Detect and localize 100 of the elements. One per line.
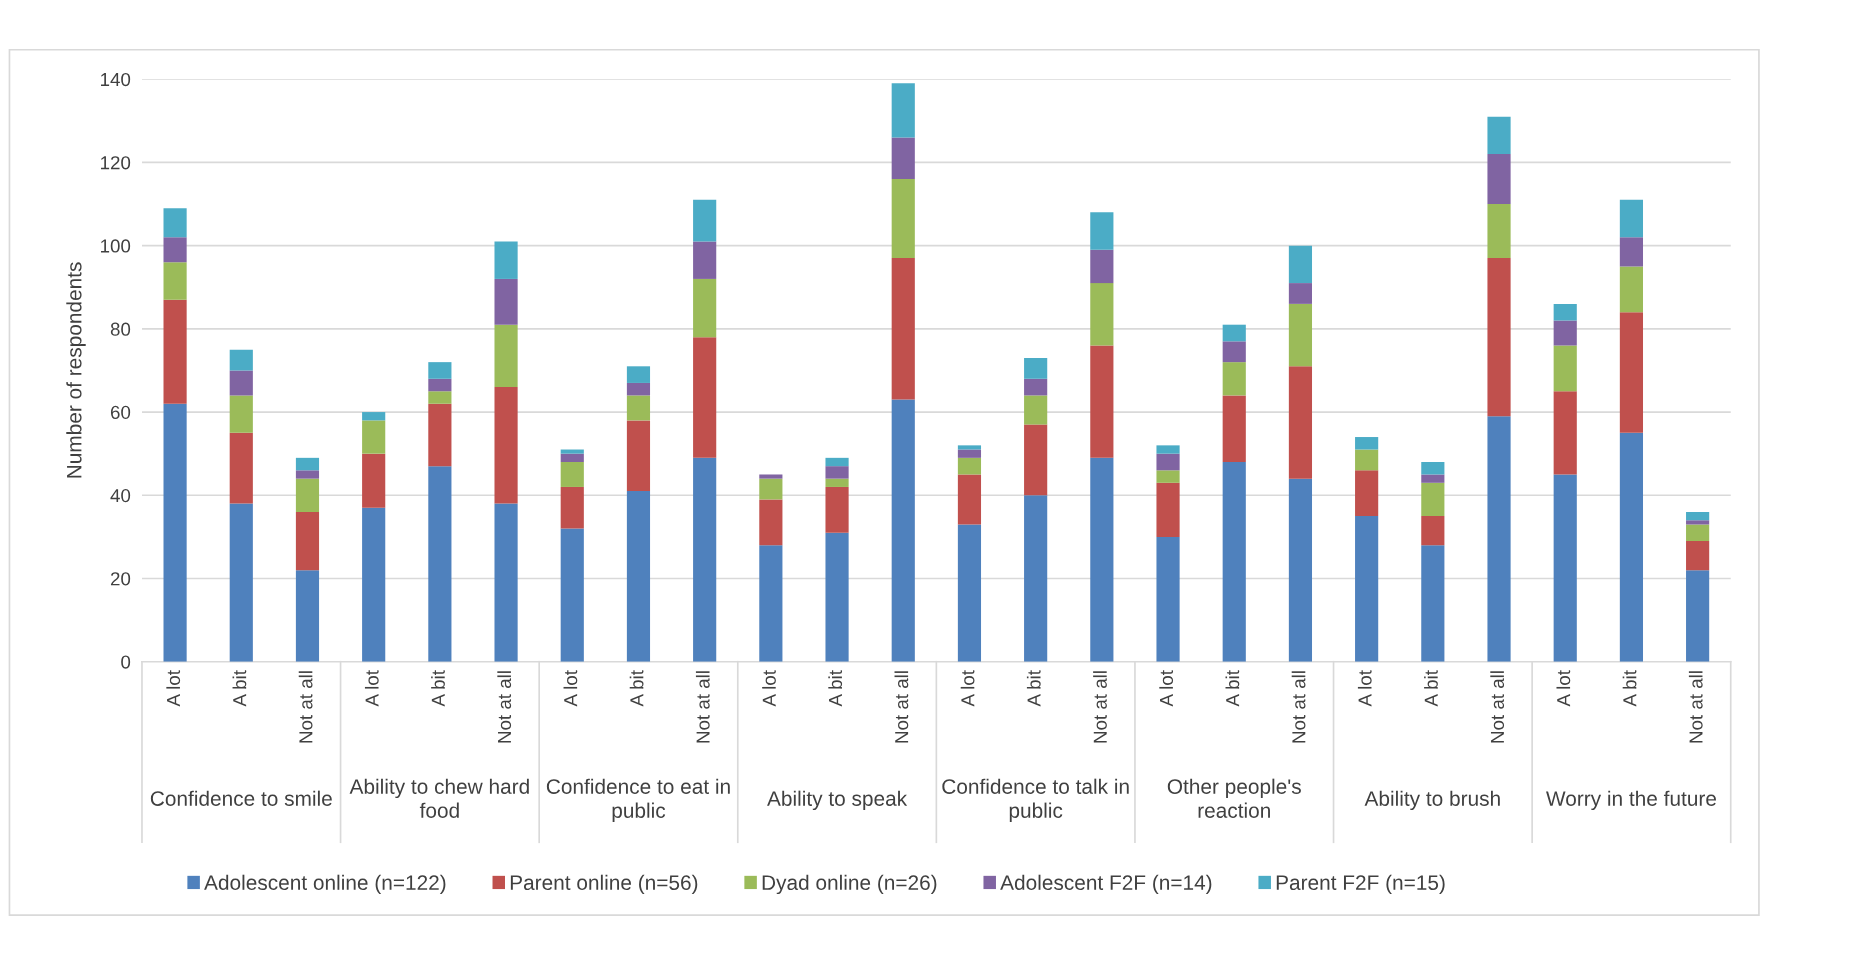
bar [229,349,253,371]
y-tick-label: 20 [110,572,131,586]
bar [1355,449,1379,471]
bar [362,412,386,421]
bar [229,432,253,504]
legend-label: Dyad online (n=26) [762,874,937,895]
text: Confidence to talk in public [942,778,1129,823]
bar [428,378,452,392]
bar [957,474,982,525]
bar [1487,258,1511,417]
bar [1619,199,1644,238]
bar [1686,541,1710,571]
x-tick-label: A bit [232,670,247,707]
bar [1686,570,1710,662]
bar [693,278,717,338]
x-tick-label: Not at all [497,671,512,743]
x-tick-label: A bit [431,670,445,707]
bar [1487,116,1511,155]
bar [229,370,253,396]
x-tick-label: A bit [1424,670,1438,707]
bar [693,241,717,279]
bar [891,399,915,662]
bar [1355,437,1379,450]
bar [693,337,717,458]
bar [1090,249,1114,284]
bar [1355,470,1379,517]
bar [295,457,320,471]
bar [626,366,651,383]
bar [1288,303,1313,367]
bar [759,545,783,662]
x-tick-label: Not at all [695,671,710,743]
x-tick-label: A lot [1357,670,1372,707]
legend-label: Adolescent online (n=122) [204,874,446,895]
bar [1421,545,1445,662]
bar [957,524,982,662]
y-tick-label: 80 [110,322,131,336]
bar [891,137,915,180]
bar [957,449,982,458]
bar [825,478,849,487]
bar [1288,245,1313,284]
bar [1553,391,1577,475]
x-tick-label: A lot [1159,670,1174,707]
x-tick-label: Not at all [298,671,313,743]
bar [626,420,651,492]
bar [1619,432,1644,662]
bar [560,528,584,662]
x-tick-label: A lot [960,670,975,707]
bar [825,457,849,467]
bar [1686,524,1710,542]
x-tick-label: Not at all [1490,671,1505,743]
legend-label: Adolescent F2F (n=14) [1000,874,1212,895]
bar [1090,212,1114,250]
bar [957,457,982,475]
bar [163,262,187,300]
bar [163,208,187,238]
x-tick-label: A bit [828,670,843,707]
x-tick-label: A lot [364,670,379,707]
y-axis-title: Number of respondents [66,262,86,478]
x-tick-label: A lot [762,670,776,707]
text: Worry in the future [1546,790,1716,811]
y-tick-label: 120 [101,156,131,170]
text: Confidence to eat in public [546,778,730,823]
bar [1222,395,1246,462]
bar [957,445,982,450]
bar [560,453,584,462]
bar [1619,266,1644,313]
bar [1222,462,1246,662]
x-tick-label: A bit [629,670,644,707]
bar [1421,482,1445,517]
bar [494,503,518,662]
x-tick-label: Not at all [1688,671,1703,743]
legend-label: Parent online (n=56) [510,874,698,895]
bar [1686,511,1710,521]
bar [494,241,518,279]
y-tick-label: 60 [110,405,131,420]
bar [428,391,452,404]
x-tick-label: Not at all [1093,671,1107,743]
bar [1619,237,1644,267]
y-tick-label: 0 [121,655,131,669]
bar [560,462,584,487]
bar [1156,453,1180,471]
text: Ability to chew hard food [349,778,529,818]
x-tick-label: A lot [563,670,578,707]
x-tick-label: Not at all [894,671,909,743]
bar [1288,478,1313,662]
bar [891,258,915,400]
bar [1156,445,1180,454]
bar [1222,341,1246,363]
bar [229,503,253,662]
x-tick-label: A lot [1556,670,1571,707]
bar [295,470,320,479]
bar [362,507,386,662]
bar [1222,324,1246,342]
bar [163,237,187,263]
bar [1024,395,1048,425]
bar [759,499,783,546]
bar [693,457,717,662]
bar [825,466,849,479]
bar [1553,345,1577,392]
bar [428,466,452,662]
